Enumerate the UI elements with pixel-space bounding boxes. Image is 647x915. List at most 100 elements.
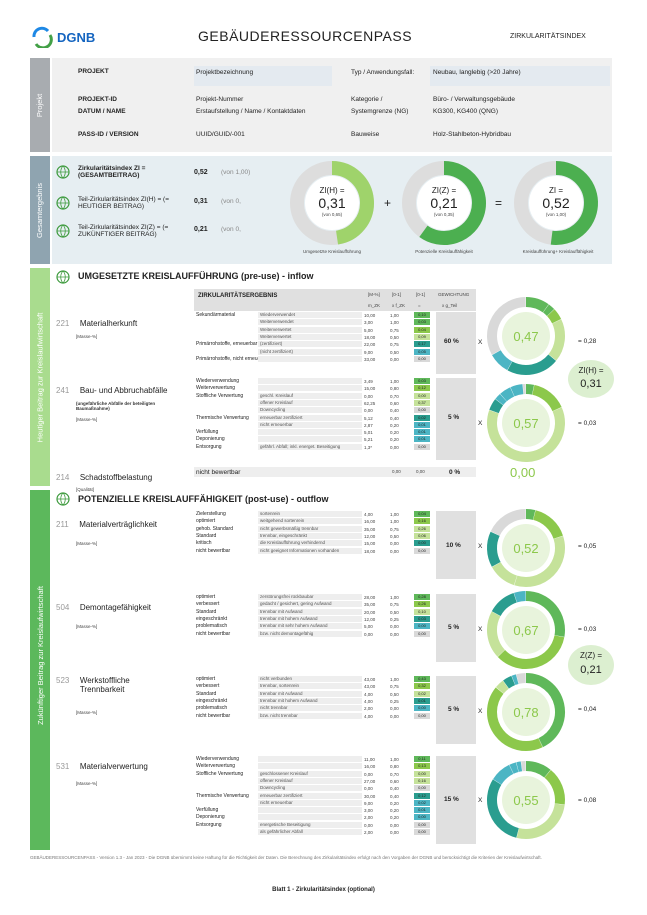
row-m: 0,00 xyxy=(364,393,373,399)
row-m: 5,00 xyxy=(364,624,373,630)
row-sub: energetische Beseitigung xyxy=(258,821,362,829)
table-row: Thermische Verwertung erneuerbar zertifiz… xyxy=(194,792,434,800)
table-row: Weiterverwertet 18,00 0,50 0,09 xyxy=(194,333,434,341)
row-sub: zerstörungsfrei rückbaubar xyxy=(258,594,362,601)
row-result: 0,12 xyxy=(414,792,430,799)
table-row: Verfüllung 3,00 0,20 0,01 xyxy=(194,807,434,815)
zih-result-box xyxy=(568,360,614,398)
row-result: 0,00 xyxy=(414,770,430,777)
row-f: 0,50 xyxy=(390,334,399,340)
ring-segment xyxy=(516,803,565,839)
row-f: 0,00 xyxy=(390,624,399,630)
row-result: 0,10 xyxy=(414,608,430,615)
row-result: 0,32 xyxy=(414,683,430,690)
row-f: 0,70 xyxy=(390,771,399,777)
table-row: Standard trennbar, eingeschränkt 12,00 0,50… xyxy=(194,532,434,540)
inflow-title: UMGESETZTE KREISLAUFFÜHRUNG (pre-use) - … xyxy=(78,271,314,281)
row-f: 1,00 xyxy=(390,519,399,525)
donut-zih-caption: Umgesetzte Kreislaufführung xyxy=(303,249,361,254)
table-row: Primärrohstoffe, erneuerbar (zertifiziert… xyxy=(194,341,434,349)
row-result: 0,00 xyxy=(414,623,430,630)
row-result: 0,00 xyxy=(414,829,430,835)
table-row: Deponierung 5,21 0,20 0,01 xyxy=(194,436,434,444)
table-row: Deponierung 2,00 0,20 0,00 xyxy=(194,814,434,822)
row-result: 0,02 xyxy=(414,414,430,421)
row-f: 1,00 xyxy=(390,595,399,600)
row-f: 0,00 xyxy=(390,444,399,450)
row-result: 0,17 xyxy=(414,341,430,348)
row-sub: nicht erneuerbar xyxy=(258,799,362,807)
row-result: 0,28 xyxy=(414,594,430,600)
ring-segment xyxy=(525,761,551,778)
row-f: 1,00 xyxy=(390,757,399,762)
row-f: 0,80 xyxy=(390,386,399,392)
row-result: 0,06 xyxy=(414,532,430,539)
row-group: eingeschränkt xyxy=(194,698,258,705)
block-504: 504 Demontagefähigkeit [Masse-%] xyxy=(56,603,151,629)
row-m: 0,00 xyxy=(364,822,373,828)
row-group xyxy=(194,785,258,793)
row-f: 0,25 xyxy=(390,698,399,704)
row-result: 0,00 xyxy=(414,443,430,450)
row-m: 5,01 xyxy=(364,430,373,436)
row-m: 12,00 xyxy=(364,616,376,622)
row-f: 0,00 xyxy=(390,541,399,547)
logo-text: DGNB xyxy=(57,29,96,45)
ring-segment xyxy=(525,591,565,637)
project-type-field[interactable] xyxy=(430,66,610,86)
row-m: 4,00 xyxy=(364,691,373,697)
donut-segment xyxy=(331,161,374,245)
table-row: optimiert zerstörungsfrei rückbaubar 28,00… xyxy=(194,594,434,601)
row-sub: Wiederverwendet xyxy=(258,312,362,319)
row-m: 43,00 xyxy=(364,684,376,690)
row-f: 0,75 xyxy=(390,526,399,532)
row-f: 0,50 xyxy=(390,533,399,539)
project-name-field[interactable] xyxy=(194,66,332,86)
row-f: 0,50 xyxy=(390,349,399,355)
row-f: 0,40 xyxy=(390,786,399,792)
row-result: 0,03 xyxy=(414,378,430,384)
row-result: 0,00 xyxy=(414,630,430,637)
row-result: 0,00 xyxy=(414,705,430,712)
row-m: 3,00 xyxy=(364,808,373,814)
row-f: 0,40 xyxy=(390,415,399,421)
row-f: 0,20 xyxy=(390,437,399,443)
row-m: 4,00 xyxy=(364,512,373,517)
gesamt-side-label: Gesamtergebnis xyxy=(30,156,50,264)
row-group: Wiederverwendung xyxy=(194,756,258,763)
page-subtitle: ZIRKULARITÄTSINDEX xyxy=(510,33,586,40)
donut-hole xyxy=(417,176,471,230)
row-group: Stoffliche Verwertung xyxy=(194,393,258,400)
row-m: 5,00 xyxy=(364,327,373,333)
row-sub: gefährl. Abfall; inkl. energet. Beseitig… xyxy=(258,443,362,451)
row-group: Sekundärmaterial xyxy=(194,312,258,319)
row-f: 1,00 xyxy=(390,320,399,326)
row-sub: trennbar mit hohem Aufwand xyxy=(258,697,362,705)
row-m: 62,25 xyxy=(364,400,376,406)
row-f: 0,75 xyxy=(390,684,399,690)
row-group: verbessert xyxy=(194,683,258,691)
ring-segment xyxy=(497,635,565,669)
row-f: 0,40 xyxy=(390,793,399,799)
donut-531: 0,55 xyxy=(486,760,566,840)
row-sub: erneuerbar zertifiziert xyxy=(258,414,362,422)
table-row: Weiterverwertung 15,00 0,80 0,12 xyxy=(194,385,434,393)
footer-note: GEBÄUDERESSOURCENPASS - Version 1.3 - Ja… xyxy=(30,855,542,860)
block-531: 531 Materialverwertung [Masse-%] xyxy=(56,762,148,786)
row-f: 1,00 xyxy=(390,313,399,318)
row-group xyxy=(194,800,258,807)
row-group: Thermische Verwertung xyxy=(194,415,258,422)
row-m: 33,00 xyxy=(364,356,376,362)
row-m: 5,12 xyxy=(364,415,373,421)
row-result: 0,00 xyxy=(414,355,430,362)
ring-segment xyxy=(487,779,520,838)
ring-segment xyxy=(544,769,565,805)
row-m: 2,00 xyxy=(364,706,373,712)
page-title: GEBÄUDERESSOURCENPASS xyxy=(198,28,413,44)
row-m: 4,00 xyxy=(364,698,373,704)
row-f: 1,00 xyxy=(390,512,399,517)
row-m: 3,00 xyxy=(364,320,373,326)
project-side-label: Projekt xyxy=(30,58,50,152)
dgnb-logo: DGNB xyxy=(30,26,95,48)
ring-segment xyxy=(495,393,507,406)
